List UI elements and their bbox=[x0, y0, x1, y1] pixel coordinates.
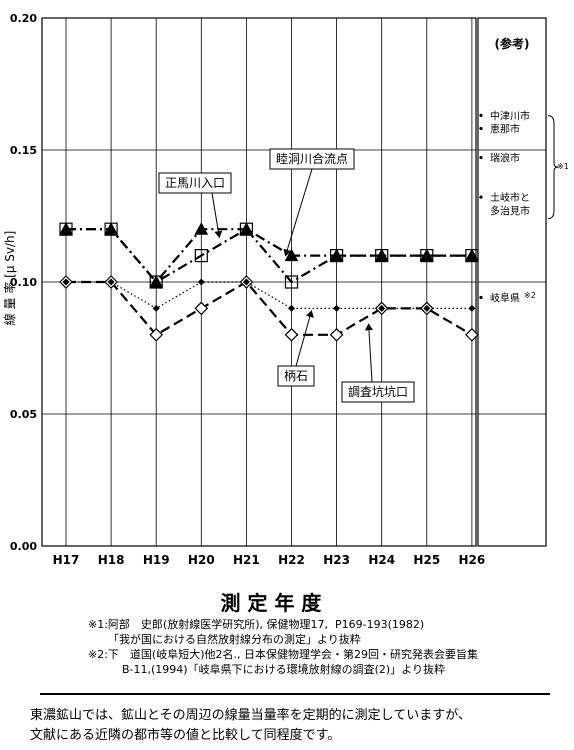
y-tick-label: 0.10 bbox=[10, 276, 37, 289]
data-point bbox=[329, 327, 344, 342]
x-axis-title: 測 定 年 度 bbox=[221, 591, 323, 615]
data-point bbox=[62, 278, 70, 286]
footer-line-2: 文献にある近隣の都市等の値と比較して同程度です。 bbox=[30, 728, 341, 743]
note-2-line-1: ※2:下 道国(岐阜短大)他2名., 日本保健物理学会・第29回・研究発表会要旨… bbox=[88, 648, 478, 661]
callout-label: 調査坑坑口 bbox=[348, 384, 408, 399]
series-line bbox=[66, 227, 472, 284]
callout-box bbox=[277, 365, 315, 387]
y-tick-label: 0.20 bbox=[10, 12, 37, 25]
reference-bullet bbox=[479, 295, 483, 300]
reference-item: 土岐市と bbox=[490, 191, 530, 204]
footer-text: 東濃鉱山では、鉱山とその周辺の線量当量率を定期的に測定していますが、 文献にある… bbox=[30, 706, 550, 746]
x-tick-label: H18 bbox=[98, 553, 125, 567]
callout-box bbox=[158, 172, 232, 194]
reference-item: 岐阜県 bbox=[490, 291, 520, 304]
data-point bbox=[333, 304, 341, 312]
reference-item: 恵那市 bbox=[490, 123, 520, 136]
data-point bbox=[465, 327, 479, 342]
callout-label: 柄石 bbox=[284, 369, 308, 383]
y-tick-label: 0.00 bbox=[10, 540, 37, 553]
data-point bbox=[465, 248, 479, 262]
data-point bbox=[239, 222, 254, 235]
data-point bbox=[104, 222, 118, 235]
y-axis-title: 線 量 率 [μ Sv/h] bbox=[2, 231, 17, 326]
reference-note-1: ※1 bbox=[557, 162, 569, 171]
data-point bbox=[374, 248, 389, 262]
note-1-line-1: ※1:阿部 史郎(放射線医学研究所), 保健物理17, P169-193(198… bbox=[88, 618, 425, 631]
reference-item: 多治見市 bbox=[490, 204, 530, 217]
series-line bbox=[66, 281, 472, 310]
x-tick-label: H19 bbox=[143, 553, 170, 567]
x-tick-label: H24 bbox=[368, 553, 395, 567]
x-tick-label: H22 bbox=[278, 553, 305, 567]
note-1-line-2: 「我が国における自然放射線分布の測定」より抜粋 bbox=[108, 633, 361, 646]
x-tick-label: H25 bbox=[413, 553, 440, 567]
data-point bbox=[423, 304, 431, 312]
reference-note-2: ※2 bbox=[524, 291, 536, 300]
series-layer bbox=[59, 222, 479, 342]
data-point bbox=[197, 278, 205, 286]
callout-box bbox=[341, 381, 415, 403]
data-point bbox=[107, 278, 115, 286]
reference-bullet bbox=[479, 195, 483, 199]
data-point bbox=[149, 274, 164, 288]
reference-item: 中津川市 bbox=[490, 109, 530, 122]
divider bbox=[40, 693, 550, 695]
callout-leader bbox=[283, 168, 313, 257]
data-point bbox=[468, 304, 476, 312]
x-tick-label: H23 bbox=[323, 553, 350, 567]
data-point bbox=[378, 304, 386, 312]
y-tick-label: 0.15 bbox=[10, 144, 37, 157]
series-line bbox=[66, 280, 473, 337]
callout-leader bbox=[295, 310, 314, 367]
callout-leader bbox=[364, 323, 373, 383]
reference-brace bbox=[547, 115, 559, 220]
reference-title: (参考) bbox=[495, 36, 530, 51]
data-point bbox=[419, 248, 434, 262]
reference-bullet bbox=[479, 126, 483, 131]
x-tick-label: H26 bbox=[459, 553, 486, 567]
data-point bbox=[59, 222, 73, 235]
y-tick-labels: 0.00 0.05 0.10 0.15 0.20 bbox=[10, 12, 37, 553]
y-tick-label: 0.05 bbox=[10, 408, 37, 421]
footer-line-1: 東濃鉱山では、鉱山とその周辺の線量当量率を定期的に測定していますが、 bbox=[30, 708, 471, 723]
data-point bbox=[152, 304, 160, 312]
data-point bbox=[149, 327, 164, 342]
data-point bbox=[242, 278, 250, 286]
x-tick-labels: H17 H18 H19 H20 H21 H22 H23 H24 H25 H26 bbox=[53, 553, 486, 567]
callout-leader bbox=[211, 192, 223, 239]
x-tick-label: H17 bbox=[53, 553, 80, 567]
data-point bbox=[288, 304, 295, 312]
callout-label: 正馬川入口 bbox=[165, 176, 225, 190]
callout-box bbox=[269, 148, 355, 170]
grid bbox=[41, 17, 477, 547]
data-point bbox=[329, 248, 344, 262]
callout-label: 睦洞川合流点 bbox=[276, 151, 348, 166]
reference-bullet bbox=[479, 155, 483, 160]
data-point bbox=[284, 327, 299, 342]
note-2-line-2: B-11,(1994)「岐阜県下における環境放射線の調査(2)」より抜粋 bbox=[122, 663, 445, 676]
reference-item: 瑞浪市 bbox=[490, 152, 520, 165]
x-tick-label: H21 bbox=[233, 553, 260, 567]
data-point bbox=[284, 275, 299, 289]
data-point bbox=[194, 301, 209, 316]
data-point bbox=[194, 249, 208, 263]
data-point bbox=[194, 222, 209, 235]
x-tick-label: H20 bbox=[188, 553, 215, 567]
reference-bullet bbox=[479, 113, 483, 117]
